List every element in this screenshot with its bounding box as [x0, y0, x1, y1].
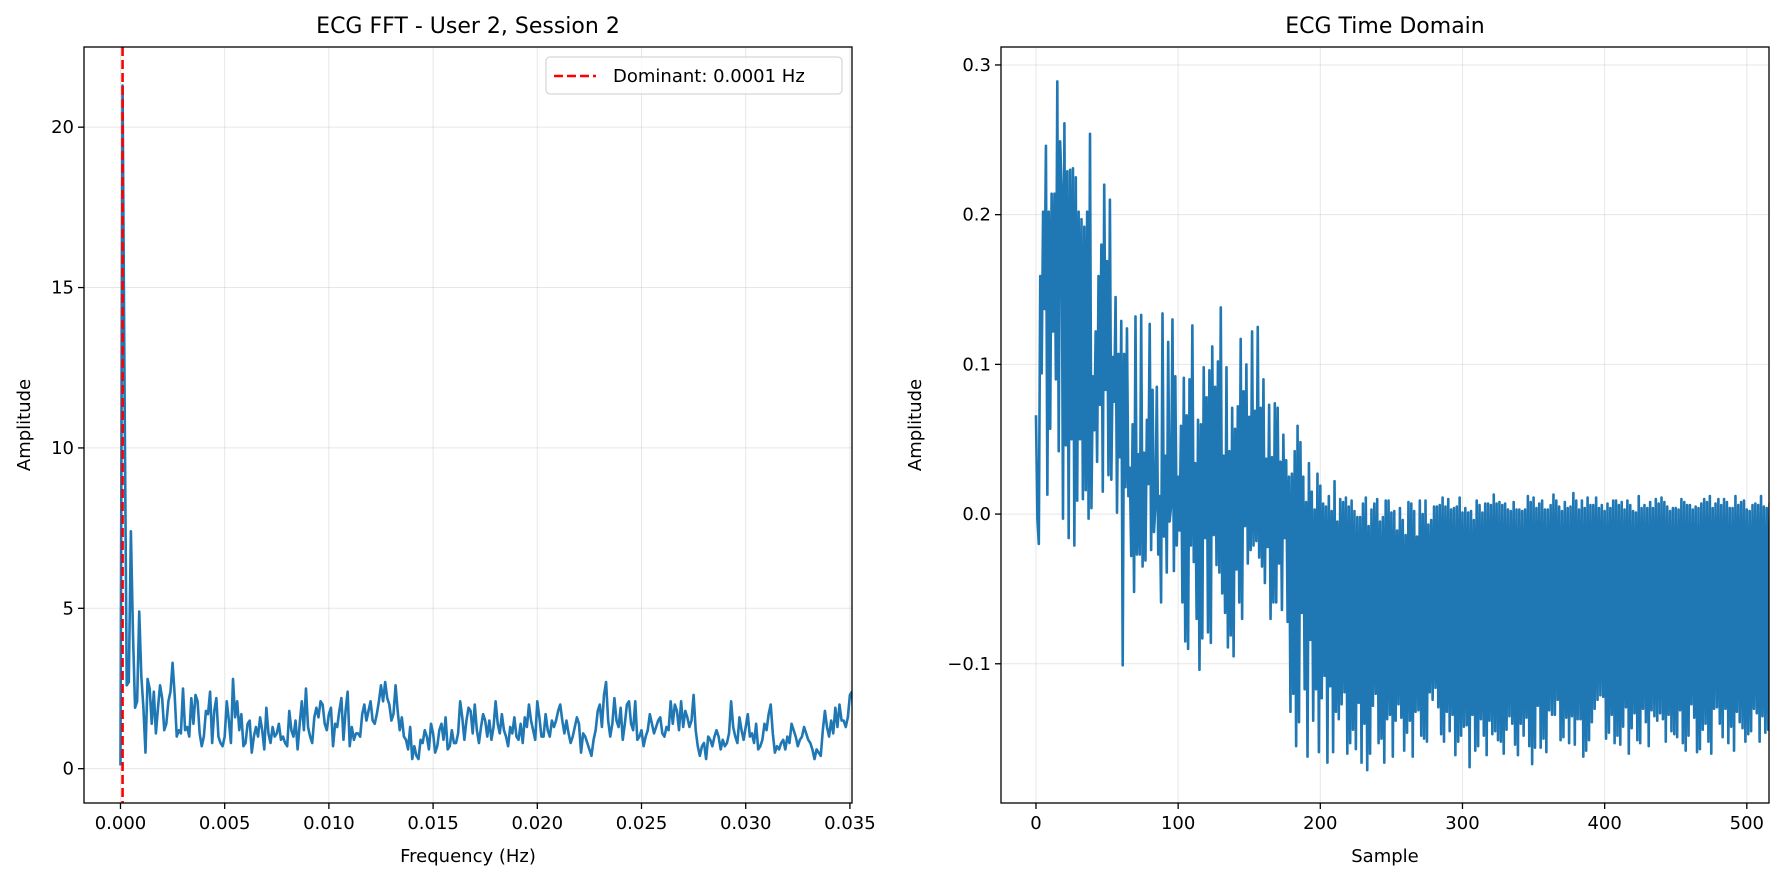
fft-legend: Dominant: 0.0001 Hz: [545, 56, 843, 95]
time-x-tick-label: 500: [1730, 813, 1764, 834]
fft-y-axis-label: Amplitude: [14, 379, 35, 471]
fft-x-tick-label: 0.010: [303, 813, 355, 834]
fft-y-tick-label: 20: [51, 117, 74, 138]
fft-x-tick-label: 0.025: [616, 813, 668, 834]
fft-x-axis-label: Frequency (Hz): [400, 846, 536, 867]
fft-x-tick-label: 0.035: [824, 813, 876, 834]
fft-x-tick-label: 0.030: [720, 813, 772, 834]
fft-axes-frame: [83, 46, 853, 804]
legend-label-dominant: Dominant: 0.0001 Hz: [613, 66, 805, 87]
time-domain-chart: 0 100 200 300 400 500 −0.1 0.0 0.1 0.2 0.3 ECG Tim…: [905, 14, 1770, 867]
time-plot-area: [1034, 80, 1769, 772]
fft-y-tick-label: 15: [51, 278, 74, 299]
fft-plot-area: [119, 47, 852, 803]
time-x-tick-label: 100: [1161, 813, 1195, 834]
fft-y-tick-label: 10: [51, 438, 74, 459]
time-y-tick-label: 0.0: [962, 504, 991, 525]
time-y-tick-label: 0.3: [962, 55, 991, 76]
time-x-tick-label: 0: [1030, 813, 1041, 834]
time-ticks: 0 100 200 300 400 500 −0.1 0.0 0.1 0.2 0.3: [947, 55, 1764, 834]
fft-chart-title: ECG FFT - User 2, Session 2: [316, 14, 620, 39]
fft-x-tick-label: 0.020: [512, 813, 564, 834]
time-y-tick-label: 0.1: [962, 354, 991, 375]
fft-x-tick-label: 0.000: [95, 813, 147, 834]
fft-series-line: [119, 84, 852, 766]
time-y-tick-label: 0.2: [962, 205, 991, 226]
time-x-tick-label: 200: [1303, 813, 1337, 834]
fft-y-tick-label: 0: [63, 759, 74, 780]
time-axes-frame: [1000, 46, 1770, 804]
time-y-tick-label: −0.1: [947, 654, 991, 675]
fft-chart: 0.000 0.005 0.010 0.015 0.020 0.025 0.030 0.035…: [14, 14, 876, 867]
fft-x-tick-label: 0.015: [407, 813, 459, 834]
fft-grid: [84, 47, 852, 803]
fft-x-tick-label: 0.005: [199, 813, 251, 834]
time-series-line: [1034, 80, 1769, 772]
legend-box: [545, 56, 843, 95]
time-x-axis-label: Sample: [1351, 846, 1419, 867]
fft-ticks: 0.000 0.005 0.010 0.015 0.020 0.025 0.030 0.035…: [51, 117, 876, 834]
time-y-axis-label: Amplitude: [905, 379, 926, 471]
time-x-tick-label: 400: [1587, 813, 1621, 834]
time-x-tick-label: 300: [1445, 813, 1479, 834]
time-chart-title: ECG Time Domain: [1285, 14, 1485, 39]
fft-y-tick-label: 5: [63, 598, 74, 619]
